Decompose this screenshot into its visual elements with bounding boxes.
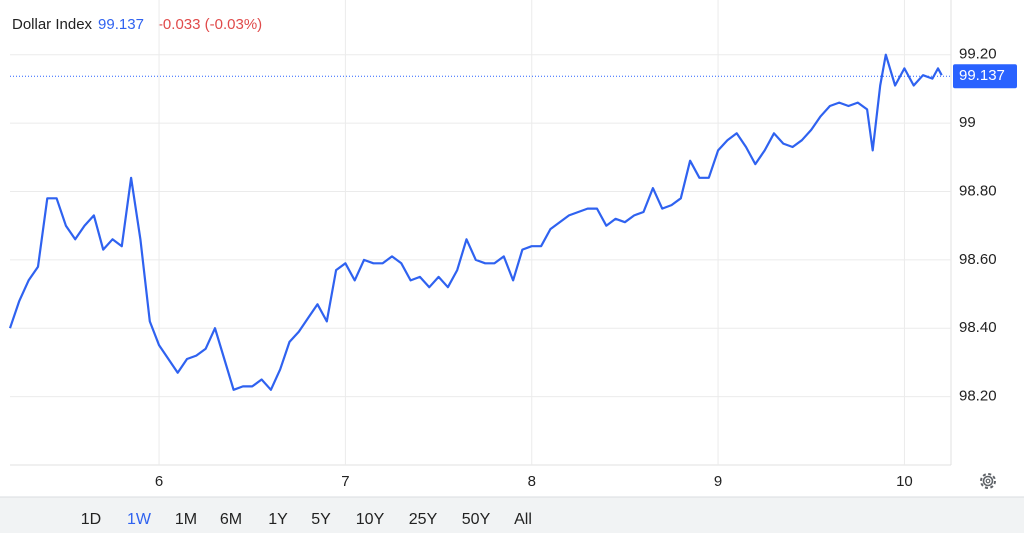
range-bar [0, 497, 1024, 533]
x-tick-label: 10 [896, 473, 913, 490]
y-tick-label: 98.80 [959, 182, 997, 199]
chart-title: Dollar Index [12, 16, 93, 33]
range-button[interactable]: All [514, 511, 532, 528]
last-price-box [953, 64, 1017, 89]
range-button[interactable]: 1D [81, 511, 101, 528]
range-button[interactable]: 6M [220, 511, 242, 528]
x-tick-label: 7 [341, 473, 349, 490]
y-tick-label: 98.20 [959, 388, 997, 405]
price-line [8, 53, 943, 391]
range-button[interactable]: 1W [127, 511, 152, 528]
header-price: 99.137 [98, 16, 144, 33]
range-button[interactable]: 1Y [268, 511, 288, 528]
x-tick-label: 8 [528, 473, 536, 490]
last-price-label: 99.137 [959, 67, 1005, 84]
range-button[interactable]: 50Y [462, 511, 491, 528]
range-button[interactable]: 5Y [311, 511, 331, 528]
y-tick-label: 98.60 [959, 251, 997, 268]
settings-icon[interactable] [980, 473, 996, 489]
range-button[interactable]: 25Y [409, 511, 438, 528]
header-change: -0.033 (-0.03%) [158, 16, 262, 33]
y-tick-label: 99.20 [959, 46, 997, 63]
range-button[interactable]: 10Y [356, 511, 385, 528]
y-tick-label: 98.40 [959, 319, 997, 336]
range-button[interactable]: 1M [175, 511, 197, 528]
x-tick-label: 9 [714, 473, 722, 490]
y-tick-label: 99 [959, 114, 976, 131]
x-tick-label: 6 [155, 473, 163, 490]
